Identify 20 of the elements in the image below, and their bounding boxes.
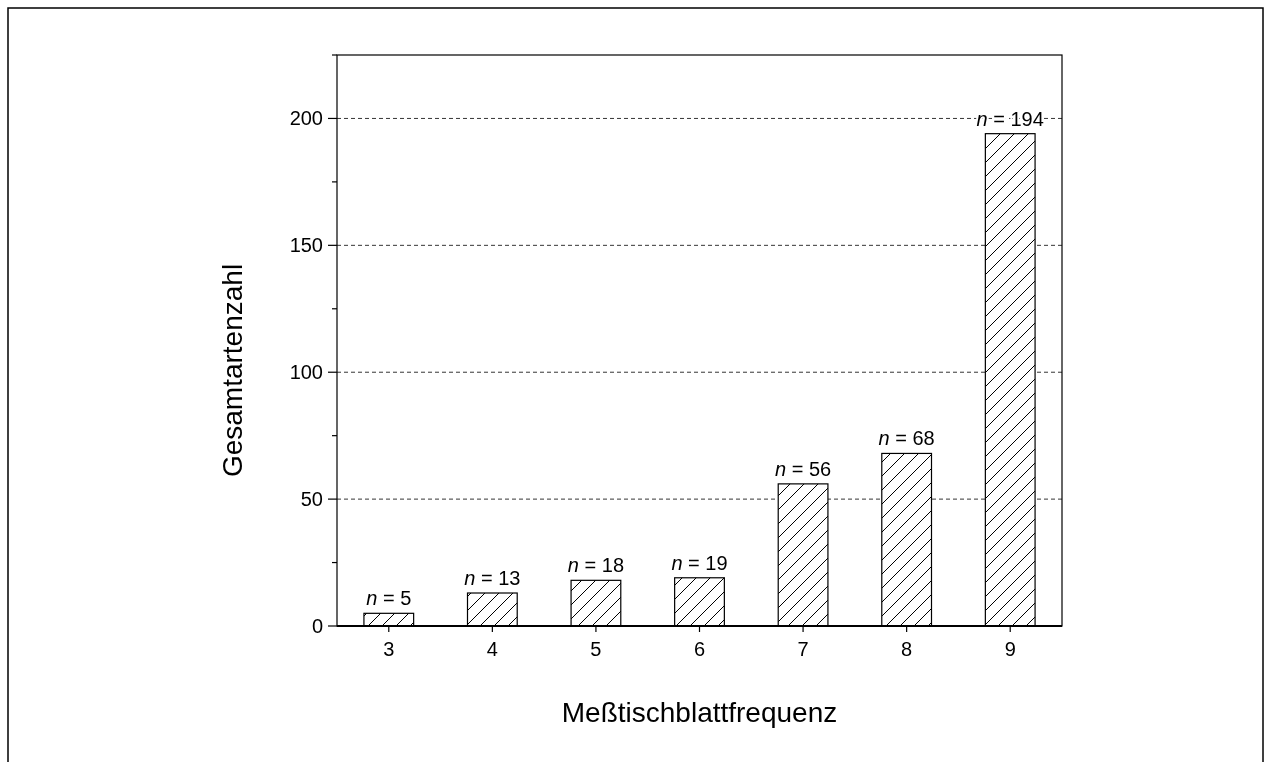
x-tick-label: 3 [383,638,395,660]
y-tick-label: 200 [289,107,323,130]
x-tick-label: 7 [797,638,809,660]
data-label: n = 19 [671,551,728,574]
data-label: n = 13 [464,567,521,590]
data-label: n = 18 [567,554,625,577]
y-axis-title: Gesamtartenzahl [217,263,248,478]
data-label: n = 5 [366,587,412,610]
y-tick-label: 50 [300,488,323,511]
x-axis-title: Meßtischblattfrequenz [561,697,838,728]
y-tick-label: 150 [289,234,323,257]
y-tick-label: 100 [289,361,323,384]
x-tick-label: 8 [901,638,913,660]
x-tick-label: 9 [1004,638,1016,660]
x-tick-label: 4 [486,638,498,660]
x-tick-label: 6 [693,638,706,660]
data-label: n = 56 [774,457,832,480]
data-label: n = 68 [878,427,935,450]
x-tick-label: 5 [590,638,602,660]
y-tick-label: 0 [311,615,323,637]
